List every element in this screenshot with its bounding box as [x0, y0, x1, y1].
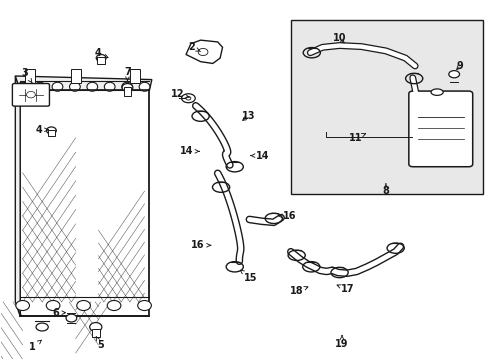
Ellipse shape: [181, 94, 195, 103]
Ellipse shape: [35, 82, 45, 91]
Bar: [71, 69, 81, 83]
Bar: [124, 87, 131, 96]
FancyBboxPatch shape: [408, 91, 472, 167]
Text: 10: 10: [332, 33, 346, 43]
FancyBboxPatch shape: [12, 84, 49, 106]
Ellipse shape: [69, 82, 80, 91]
Text: 4: 4: [95, 48, 108, 58]
Text: 9: 9: [456, 61, 463, 71]
Ellipse shape: [46, 127, 56, 134]
Ellipse shape: [448, 71, 459, 78]
Text: 18: 18: [290, 286, 307, 296]
Text: 3: 3: [21, 68, 32, 83]
Text: 8: 8: [382, 184, 388, 197]
Text: 17: 17: [336, 284, 354, 294]
Text: 1: 1: [29, 340, 41, 352]
Ellipse shape: [17, 82, 28, 91]
Text: 16: 16: [278, 211, 296, 221]
Bar: [47, 130, 55, 136]
Text: 13: 13: [241, 111, 255, 121]
Text: 6: 6: [52, 308, 65, 318]
Ellipse shape: [107, 301, 121, 311]
Bar: [20, 90, 149, 316]
Polygon shape: [15, 76, 152, 90]
Polygon shape: [15, 76, 20, 316]
Ellipse shape: [26, 91, 35, 98]
Bar: [130, 69, 140, 83]
Ellipse shape: [16, 301, 29, 311]
Text: 2: 2: [188, 42, 200, 52]
Ellipse shape: [139, 82, 150, 91]
Text: 14: 14: [250, 150, 269, 161]
Ellipse shape: [138, 301, 151, 311]
Ellipse shape: [36, 323, 48, 331]
Polygon shape: [185, 40, 222, 63]
Ellipse shape: [430, 89, 442, 95]
Text: 16: 16: [191, 240, 210, 250]
Bar: [25, 69, 35, 83]
Text: 15: 15: [240, 270, 257, 283]
Ellipse shape: [122, 82, 132, 91]
Ellipse shape: [77, 301, 90, 311]
Text: 14: 14: [180, 146, 199, 156]
Bar: [97, 57, 105, 64]
Ellipse shape: [104, 82, 115, 91]
Ellipse shape: [96, 54, 106, 62]
Ellipse shape: [185, 96, 190, 100]
Text: 12: 12: [170, 89, 189, 99]
Text: 5: 5: [96, 337, 104, 350]
Ellipse shape: [52, 82, 62, 91]
Text: 4: 4: [35, 125, 48, 135]
Ellipse shape: [87, 82, 98, 91]
Bar: [290, 21, 483, 194]
Ellipse shape: [46, 301, 60, 311]
Text: 19: 19: [335, 336, 348, 348]
Ellipse shape: [89, 323, 102, 332]
Text: 11: 11: [348, 133, 365, 143]
Bar: [92, 329, 100, 337]
Ellipse shape: [198, 48, 207, 55]
Text: 7: 7: [124, 67, 131, 81]
Ellipse shape: [66, 314, 77, 322]
Ellipse shape: [122, 84, 133, 91]
